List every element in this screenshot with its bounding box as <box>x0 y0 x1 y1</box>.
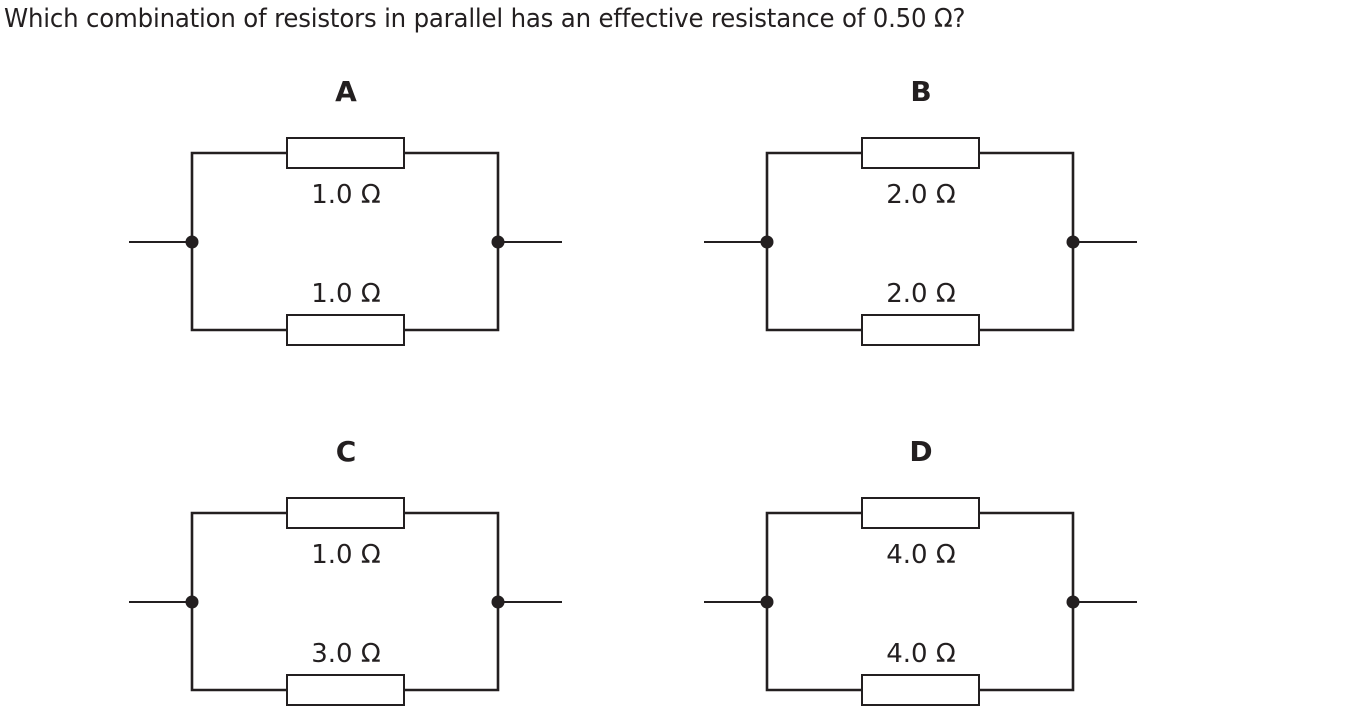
junction-node-left <box>185 595 199 609</box>
left-wire <box>765 151 862 332</box>
bottom-resistor <box>286 314 405 346</box>
top-resistor-label: 4.0 Ω <box>886 540 955 570</box>
circuit-d: D 4.0 Ω 4.0 Ω <box>704 435 1137 706</box>
right-wire <box>979 151 1075 332</box>
junction-node-right <box>491 595 505 609</box>
junction-node-left <box>760 235 774 249</box>
bottom-resistor-label: 2.0 Ω <box>886 279 955 309</box>
left-wire <box>190 151 287 332</box>
right-wire <box>404 511 500 692</box>
junction-node-left <box>185 235 199 249</box>
circuit-a: A 1.0 Ω 1.0 Ω <box>129 75 562 346</box>
top-resistor-label: 1.0 Ω <box>311 540 380 570</box>
top-resistor <box>861 497 980 529</box>
top-resistor-label: 1.0 Ω <box>311 180 380 210</box>
bottom-resistor-label: 3.0 Ω <box>311 639 380 669</box>
option-letter-a: A <box>335 75 357 108</box>
junction-node-right <box>1066 595 1080 609</box>
top-resistor <box>286 497 405 529</box>
bottom-resistor-label: 1.0 Ω <box>311 279 380 309</box>
option-letter-b: B <box>910 75 931 108</box>
circuit-c: C 1.0 Ω 3.0 Ω <box>129 435 562 706</box>
question-text: Which combination of resistors in parall… <box>4 4 966 34</box>
junction-node-right <box>491 235 505 249</box>
right-wire <box>979 511 1075 692</box>
bottom-resistor <box>861 674 980 706</box>
top-resistor-label: 2.0 Ω <box>886 180 955 210</box>
left-wire <box>765 511 862 692</box>
option-letter-c: C <box>336 435 357 468</box>
bottom-resistor <box>861 314 980 346</box>
junction-node-left <box>760 595 774 609</box>
circuit-b: B 2.0 Ω 2.0 Ω <box>704 75 1137 346</box>
bottom-resistor-label: 4.0 Ω <box>886 639 955 669</box>
right-wire <box>404 151 500 332</box>
top-resistor <box>861 137 980 169</box>
junction-node-right <box>1066 235 1080 249</box>
top-resistor <box>286 137 405 169</box>
left-wire <box>190 511 287 692</box>
bottom-resistor <box>286 674 405 706</box>
option-letter-d: D <box>909 435 932 468</box>
